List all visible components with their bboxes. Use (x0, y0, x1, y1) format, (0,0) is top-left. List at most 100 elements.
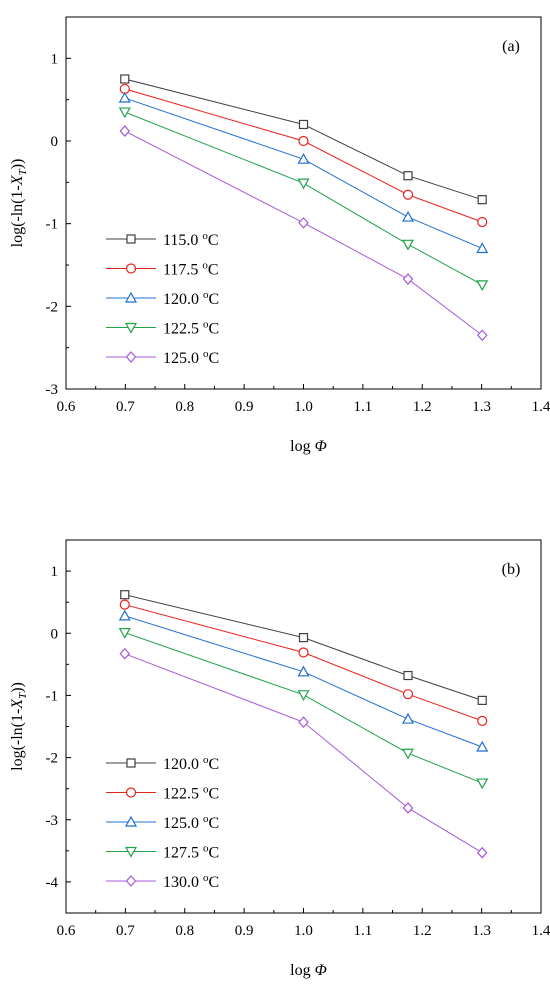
x-tick-label: 1.2 (413, 923, 432, 939)
series-120.0 (120, 590, 487, 705)
data-point (402, 802, 414, 814)
data-point (401, 239, 415, 251)
y-tick-label: 0 (51, 134, 59, 150)
legend-unit: C (209, 786, 220, 803)
legend-degree: o (203, 289, 209, 301)
series-line (124, 632, 483, 784)
x-axis-label-symbol: Φ (315, 438, 327, 455)
legend-value: 125.0 (163, 350, 203, 367)
y-tick-label: -3 (46, 382, 59, 398)
y-tick-label: 1 (51, 564, 59, 580)
x-tick-label: 0.7 (116, 399, 135, 415)
legend-marker (124, 846, 138, 858)
data-point (477, 695, 487, 705)
legend-item: 122.5 oC (106, 319, 219, 338)
y-tick-label: -2 (46, 299, 59, 315)
legend-label: 127.5 oC (163, 843, 219, 862)
legend-degree: o (202, 260, 208, 272)
data-point (118, 628, 131, 639)
series-line (124, 653, 483, 854)
legend-unit: C (209, 321, 220, 338)
data-point (119, 125, 131, 137)
y-axis-label-symbol: X (9, 174, 26, 186)
data-point (476, 329, 488, 342)
legend-marker (124, 322, 138, 334)
x-tick-label: 1.1 (354, 399, 373, 415)
x-tick-label: 0.8 (175, 399, 194, 415)
legend-item: 125.0 oC (106, 348, 219, 367)
series-line (124, 97, 483, 249)
data-point (477, 216, 488, 228)
data-point (118, 91, 131, 103)
series-127.5 (118, 628, 489, 790)
data-point (297, 178, 310, 190)
x-axis-label-prefix: log (290, 962, 314, 979)
legend-item: 125.0 oC (106, 813, 219, 832)
legend-item: 115.0 oC (106, 230, 219, 249)
legend-marker (125, 875, 137, 887)
data-point (120, 74, 130, 84)
series-line (124, 111, 483, 286)
data-point (402, 273, 414, 285)
data-point (401, 210, 415, 222)
y-axis-label-suffix: )) (9, 682, 26, 693)
legend-degree: o (202, 230, 208, 242)
legend-unit: C (209, 815, 220, 832)
series-115.0 (120, 74, 487, 205)
data-point (476, 846, 488, 859)
series-line (124, 615, 483, 748)
data-point (298, 647, 309, 658)
x-tick-label: 0.9 (235, 923, 254, 939)
y-axis-label: log(-ln(1-XT)) (9, 159, 29, 248)
legend-item: 130.0 oC (106, 872, 219, 891)
x-tick-label: 0.6 (57, 399, 76, 415)
series-120.0 (118, 91, 489, 254)
legend-label: 122.5 oC (163, 319, 219, 338)
y-axis-label: log(-ln(1-XT)) (9, 682, 29, 771)
x-tick-label: 1.4 (532, 399, 550, 415)
legend-degree: o (203, 348, 209, 360)
legend-marker (126, 234, 136, 244)
series-line (124, 78, 483, 201)
legend-marker (124, 815, 138, 827)
series-line (124, 594, 483, 701)
legend-marker (125, 351, 137, 363)
series-125.0 (118, 609, 489, 752)
data-point (118, 107, 131, 119)
data-point (403, 670, 413, 681)
legend-unit: C (209, 845, 220, 862)
plot-frame (65, 16, 542, 390)
legend-value: 115.0 (163, 232, 202, 249)
y-axis-label-prefix: log(-ln(1- (9, 185, 26, 247)
y-axis-label-symbol: X (9, 698, 26, 710)
y-tick-label: 1 (51, 51, 59, 67)
x-tick-label: 1.0 (294, 923, 313, 939)
legend-unit: C (209, 756, 220, 773)
legend-item: 117.5 oC (106, 260, 219, 279)
legend-item: 127.5 oC (106, 843, 219, 862)
legend-label: 125.0 oC (163, 348, 219, 367)
data-point (476, 242, 489, 254)
x-tick-label: 1.0 (294, 399, 313, 415)
panel-label: (a) (502, 38, 520, 55)
legend-unit: C (209, 291, 220, 308)
data-point (118, 609, 131, 621)
y-tick-label: -4 (46, 875, 59, 891)
legend-marker (125, 787, 137, 798)
series-122.5 (118, 107, 489, 292)
legend-label: 122.5 oC (163, 784, 219, 803)
legend-label: 125.0 oC (163, 813, 219, 832)
legend-label: 117.5 oC (163, 260, 219, 279)
x-tick-label: 1.3 (472, 923, 491, 939)
panel-label: (b) (502, 561, 521, 578)
legend-unit: C (209, 874, 220, 891)
x-tick-label: 0.7 (116, 923, 135, 939)
series-line (124, 604, 483, 722)
legend-label: 115.0 oC (163, 230, 219, 249)
data-point (298, 119, 309, 130)
data-point (402, 189, 414, 200)
legend-degree: o (203, 813, 209, 825)
x-tick-label: 1.4 (532, 923, 550, 939)
